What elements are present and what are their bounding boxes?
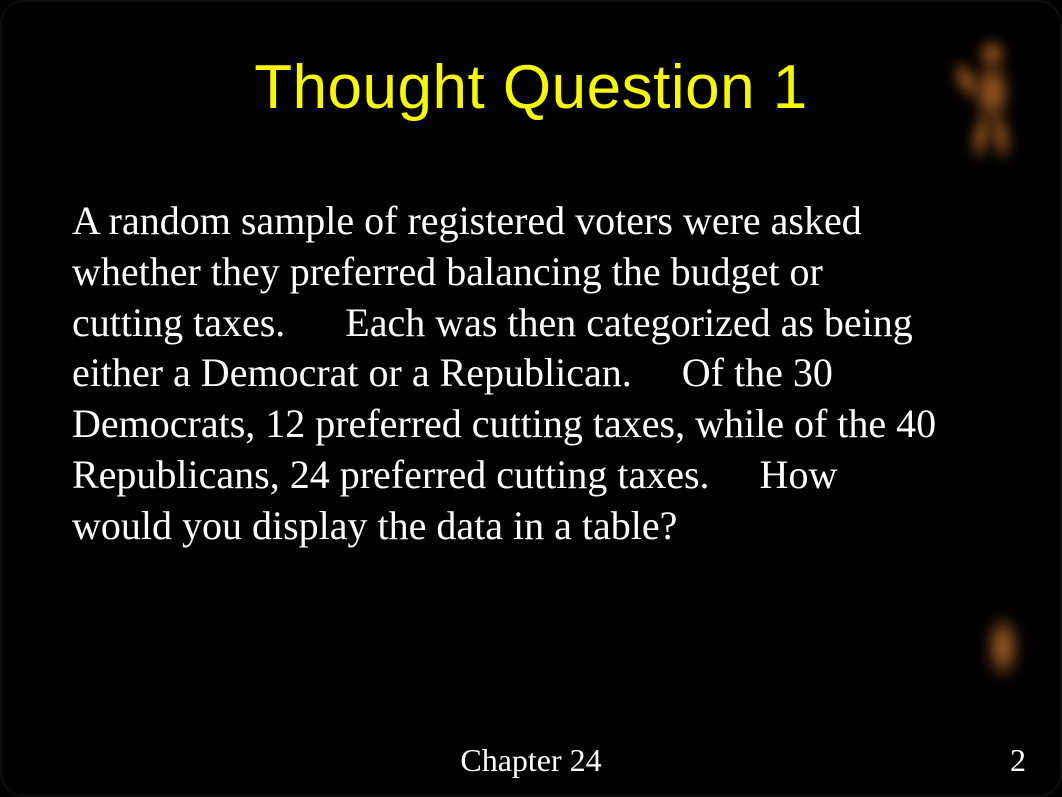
slide-body-text: A random sample of registered voters wer… [72, 196, 942, 552]
footer-chapter: Chapter 24 [0, 742, 1062, 779]
decorative-blur-bottom [988, 617, 1018, 677]
slide: Thought Question 1 A random sample of re… [0, 0, 1062, 797]
slide-title: Thought Question 1 [0, 52, 1062, 123]
footer-page-number: 2 [1010, 742, 1026, 779]
